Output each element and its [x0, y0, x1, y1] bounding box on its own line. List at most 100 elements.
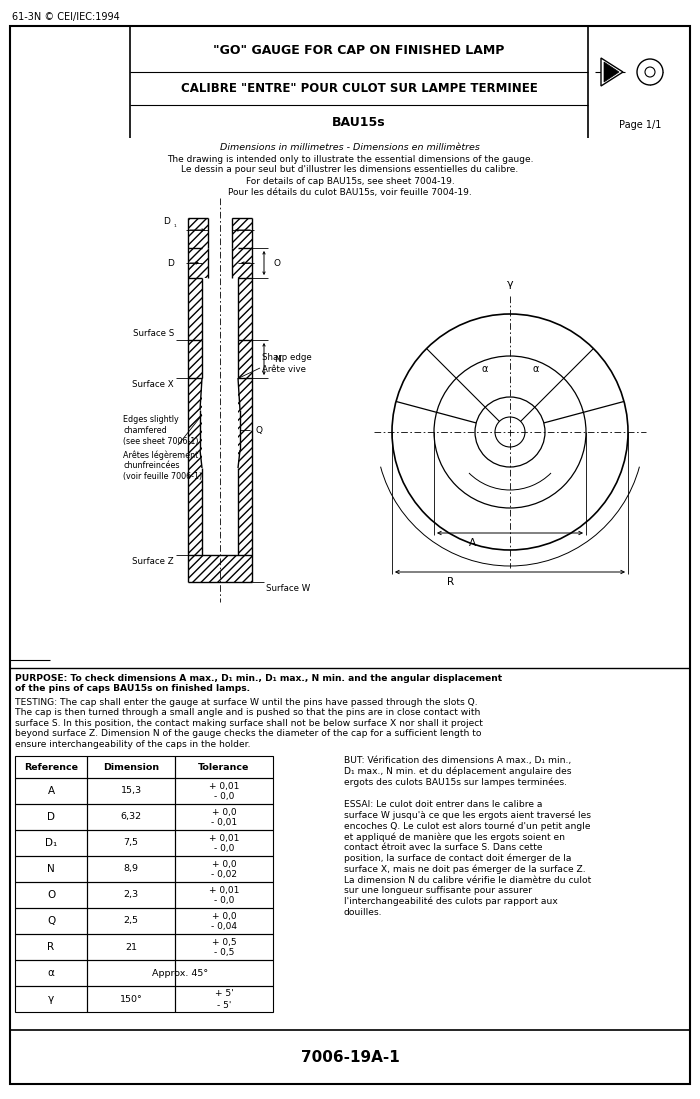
Text: 15,3: 15,3: [120, 787, 141, 796]
Bar: [87, 856, 175, 882]
Bar: [238, 278, 252, 555]
Text: 150°: 150°: [120, 995, 142, 1003]
Text: 8,9: 8,9: [123, 865, 139, 874]
Text: Dimension: Dimension: [103, 763, 159, 771]
Bar: [175, 882, 273, 908]
Text: PURPOSE: To check dimensions A max., D₁ min., D₁ max., N min. and the angular di: PURPOSE: To check dimensions A max., D₁ …: [15, 674, 502, 693]
Text: O: O: [47, 890, 55, 900]
Text: + 0,01: + 0,01: [209, 833, 239, 843]
Text: O: O: [274, 258, 281, 267]
Bar: [175, 830, 273, 856]
Text: CALIBRE "ENTRE" POUR CULOT SUR LAMPE TERMINEE: CALIBRE "ENTRE" POUR CULOT SUR LAMPE TER…: [181, 82, 538, 96]
Bar: [15, 908, 87, 934]
Bar: [175, 934, 273, 961]
Text: N: N: [274, 355, 281, 364]
Bar: [87, 986, 175, 1012]
Bar: [87, 934, 175, 961]
Text: - 0,0: - 0,0: [214, 844, 235, 854]
Text: γ: γ: [48, 993, 54, 1004]
Text: + 5': + 5': [215, 989, 233, 999]
Polygon shape: [604, 62, 619, 82]
Text: Approx. 45°: Approx. 45°: [152, 968, 208, 977]
Text: A: A: [48, 786, 55, 796]
Bar: [15, 804, 87, 830]
Bar: [15, 882, 87, 908]
Text: Surface W: Surface W: [266, 584, 310, 593]
Text: - 0,0: - 0,0: [214, 792, 235, 801]
Text: Edges slightly: Edges slightly: [123, 415, 178, 424]
Text: 2,3: 2,3: [123, 890, 139, 899]
Text: + 0,0: + 0,0: [211, 859, 237, 868]
Circle shape: [645, 67, 655, 77]
Bar: [15, 778, 87, 804]
Text: 6,32: 6,32: [120, 812, 141, 821]
Text: - 0,04: - 0,04: [211, 922, 237, 932]
Text: α: α: [48, 968, 55, 978]
Bar: [175, 804, 273, 830]
Text: Surface S: Surface S: [133, 329, 174, 338]
Text: Q: Q: [47, 915, 55, 926]
Text: Le dessin a pour seul but d'illustrer les dimensions essentielles du calibre.: Le dessin a pour seul but d'illustrer le…: [181, 166, 519, 175]
Text: α: α: [532, 364, 539, 374]
Bar: [175, 908, 273, 934]
Text: N: N: [47, 864, 55, 874]
Bar: [87, 804, 175, 830]
Bar: [232, 248, 252, 278]
Text: Pour les détails du culot BAU15s, voir feuille 7004-19.: Pour les détails du culot BAU15s, voir f…: [228, 188, 472, 197]
Bar: [175, 961, 273, 986]
Bar: [188, 248, 208, 278]
Bar: [87, 908, 175, 934]
Text: R: R: [447, 577, 454, 587]
Text: + 0,0: + 0,0: [211, 808, 237, 817]
Text: 61-3N © CEI/IEC:1994: 61-3N © CEI/IEC:1994: [12, 12, 120, 22]
Text: - 0,0: - 0,0: [214, 897, 235, 906]
Text: Tolerance: Tolerance: [198, 763, 250, 771]
Bar: [188, 555, 252, 582]
Text: D₁: D₁: [45, 839, 57, 848]
Bar: [87, 961, 175, 986]
Text: TESTING: The cap shall enter the gauge at surface W until the pins have passed t: TESTING: The cap shall enter the gauge a…: [15, 698, 483, 748]
Text: + 0,01: + 0,01: [209, 886, 239, 895]
Text: 7006-19A-1: 7006-19A-1: [300, 1050, 400, 1065]
Bar: [87, 830, 175, 856]
Text: chamfered: chamfered: [123, 426, 167, 435]
Bar: [15, 830, 87, 856]
Text: R: R: [48, 942, 55, 952]
Bar: [87, 778, 175, 804]
Text: + 0,01: + 0,01: [209, 781, 239, 790]
Text: Surface Z: Surface Z: [132, 557, 174, 566]
Text: ₁: ₁: [174, 222, 176, 227]
Bar: [188, 278, 202, 555]
Text: Sharp edge: Sharp edge: [262, 354, 312, 363]
Text: α: α: [482, 364, 488, 374]
Text: 2,5: 2,5: [123, 917, 139, 925]
Bar: [232, 218, 252, 248]
Bar: [175, 986, 273, 1012]
Bar: [87, 882, 175, 908]
Text: BUT: Vérification des dimensions A max., D₁ min.,
D₁ max., N min. et du déplacem: BUT: Vérification des dimensions A max.,…: [344, 756, 571, 787]
Text: - 5': - 5': [217, 1000, 231, 1010]
Bar: [188, 218, 208, 248]
Text: For details of cap BAU15s, see sheet 7004-19.: For details of cap BAU15s, see sheet 700…: [246, 178, 454, 187]
Text: D: D: [163, 218, 170, 226]
Text: D: D: [167, 258, 174, 267]
Text: Page 1/1: Page 1/1: [619, 120, 661, 130]
Circle shape: [637, 59, 663, 85]
Bar: [15, 961, 87, 986]
Text: Surface X: Surface X: [132, 380, 174, 389]
Text: (see sheet 7006-1): (see sheet 7006-1): [123, 437, 199, 446]
Polygon shape: [601, 58, 623, 86]
Bar: [15, 934, 87, 961]
Text: (voir feuille 7006-1): (voir feuille 7006-1): [123, 471, 202, 481]
Text: Arête vive: Arête vive: [262, 366, 306, 375]
Text: Q: Q: [256, 425, 263, 434]
Bar: [15, 756, 87, 778]
Text: - 0,02: - 0,02: [211, 870, 237, 879]
Text: D: D: [47, 812, 55, 822]
Text: γ: γ: [507, 279, 513, 289]
Text: - 0,5: - 0,5: [214, 948, 235, 957]
Text: chunfreincées: chunfreincées: [123, 460, 179, 470]
Bar: [175, 756, 273, 778]
Text: 7,5: 7,5: [123, 839, 139, 847]
Text: "GO" GAUGE FOR CAP ON FINISHED LAMP: "GO" GAUGE FOR CAP ON FINISHED LAMP: [214, 44, 505, 57]
